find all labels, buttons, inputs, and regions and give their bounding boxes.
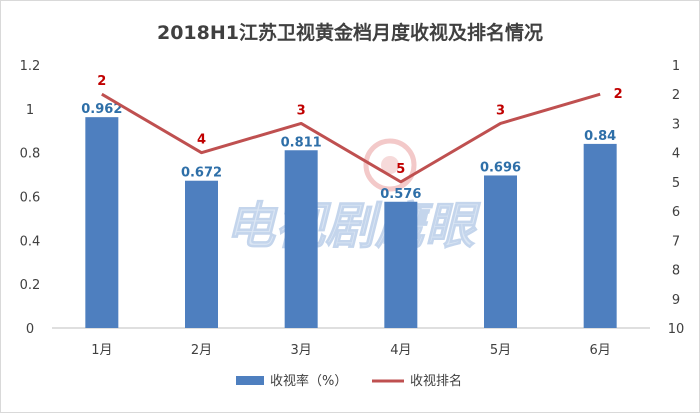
rank-value-label: 4 bbox=[197, 133, 206, 148]
category-label: 5月 bbox=[490, 343, 511, 358]
right-axis-tick-label: 4 bbox=[672, 147, 680, 162]
legend: 收视率（%） 收视排名 bbox=[236, 373, 462, 389]
right-axis-tick-label: 6 bbox=[672, 205, 680, 220]
rank-value-label: 3 bbox=[297, 103, 306, 118]
line-data-labels: 2 4 3 5 3 2 bbox=[97, 74, 622, 177]
left-axis-tick-label: 0.4 bbox=[20, 234, 41, 249]
bar-value-label: 0.962 bbox=[81, 102, 122, 117]
right-axis-tick-label: 8 bbox=[672, 264, 680, 279]
bar-value-label: 0.811 bbox=[281, 135, 322, 150]
category-label: 1月 bbox=[91, 343, 112, 358]
chart-title: 2018H1江苏卫视黄金档月度收视及排名情况 bbox=[157, 21, 543, 44]
left-axis-tick-label: 0.2 bbox=[20, 278, 41, 293]
right-axis-tick-label: 7 bbox=[672, 234, 680, 249]
right-axis-tick-label: 2 bbox=[672, 88, 680, 103]
legend-line-label: 收视排名 bbox=[410, 373, 462, 389]
category-label: 4月 bbox=[390, 343, 411, 358]
rank-value-label: 2 bbox=[97, 74, 106, 89]
bar-value-label: 0.696 bbox=[480, 160, 521, 175]
bar bbox=[484, 175, 517, 328]
bar bbox=[583, 143, 617, 328]
left-axis-ticks: 0 0.2 0.4 0.6 0.8 1 1.2 bbox=[20, 59, 41, 337]
right-axis-tick-label: 5 bbox=[672, 176, 680, 191]
rank-value-label: 5 bbox=[396, 162, 405, 177]
left-axis-tick-label: 1 bbox=[26, 103, 34, 118]
left-axis-tick-label: 0.8 bbox=[20, 147, 41, 162]
bar-data-labels: 0.962 0.672 0.811 0.576 0.696 0.84 bbox=[81, 102, 616, 202]
bar bbox=[284, 150, 318, 328]
legend-bar-swatch bbox=[236, 376, 264, 385]
bar bbox=[85, 117, 119, 328]
bar-value-label: 0.84 bbox=[584, 129, 616, 144]
legend-bar-label: 收视率（%） bbox=[270, 373, 347, 389]
watermark-eye-icon bbox=[363, 138, 417, 192]
category-labels: 1月 2月 3月 4月 5月 6月 bbox=[91, 343, 611, 358]
bar bbox=[384, 201, 418, 328]
left-axis-tick-label: 1.2 bbox=[20, 59, 41, 74]
bar-series bbox=[85, 117, 617, 328]
left-axis-tick-label: 0.6 bbox=[20, 191, 41, 206]
rank-value-label: 3 bbox=[496, 103, 505, 118]
bar-value-label: 0.672 bbox=[181, 166, 222, 181]
bar bbox=[185, 180, 218, 328]
category-label: 3月 bbox=[291, 343, 312, 358]
rank-value-label: 2 bbox=[614, 87, 623, 102]
left-axis-tick-label: 0 bbox=[26, 322, 34, 337]
watermark-text: 电视剧鹰眼 bbox=[225, 197, 481, 255]
line-series bbox=[101, 92, 601, 184]
right-axis-tick-label: 1 bbox=[672, 59, 680, 74]
right-axis-ticks: 1 2 3 4 5 6 7 8 9 10 bbox=[668, 59, 685, 337]
right-axis-tick-label: 3 bbox=[672, 117, 680, 132]
watermark-eye-pupil bbox=[381, 156, 399, 174]
rank-line bbox=[101, 92, 601, 184]
right-axis-tick-label: 9 bbox=[672, 293, 680, 308]
right-axis-tick-label: 10 bbox=[668, 322, 685, 337]
category-label: 2月 bbox=[191, 343, 212, 358]
category-label: 6月 bbox=[590, 343, 611, 358]
bar-value-label: 0.576 bbox=[380, 187, 421, 202]
watermark-logo: 电视剧鹰眼 bbox=[225, 138, 481, 256]
